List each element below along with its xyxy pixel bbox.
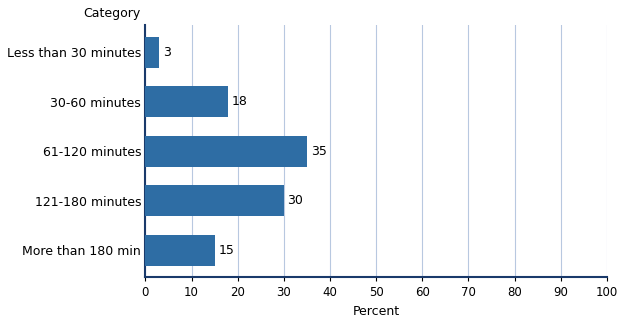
Text: 15: 15 — [218, 244, 234, 257]
Text: 3: 3 — [163, 46, 171, 59]
Text: Category: Category — [84, 7, 141, 20]
Bar — [146, 235, 214, 266]
Bar — [146, 185, 284, 216]
Bar — [146, 136, 307, 166]
X-axis label: Percent: Percent — [352, 305, 400, 318]
Bar — [146, 86, 229, 117]
Text: 35: 35 — [311, 145, 326, 158]
Text: 18: 18 — [232, 95, 248, 108]
Text: 30: 30 — [288, 194, 303, 207]
Bar — [146, 37, 159, 68]
